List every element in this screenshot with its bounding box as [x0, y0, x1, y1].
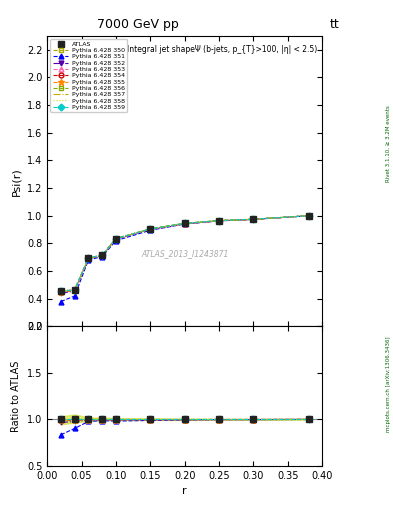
Text: ATLAS_2013_I1243871: ATLAS_2013_I1243871: [141, 249, 228, 258]
Y-axis label: Psi(r): Psi(r): [11, 167, 21, 196]
X-axis label: r: r: [182, 486, 187, 496]
Legend: ATLAS, Pythia 6.428 350, Pythia 6.428 351, Pythia 6.428 352, Pythia 6.428 353, P: ATLAS, Pythia 6.428 350, Pythia 6.428 35…: [50, 39, 127, 113]
Text: Rivet 3.1.10, ≥ 3.2M events: Rivet 3.1.10, ≥ 3.2M events: [386, 105, 391, 182]
Y-axis label: Ratio to ATLAS: Ratio to ATLAS: [11, 360, 21, 432]
Text: mcplots.cern.ch [arXiv:1306.3436]: mcplots.cern.ch [arXiv:1306.3436]: [386, 336, 391, 432]
Text: 7000 GeV pp: 7000 GeV pp: [97, 18, 178, 31]
Text: Integral jet shapeΨ (b-jets, p_{T}>100, |η| < 2.5): Integral jet shapeΨ (b-jets, p_{T}>100, …: [127, 45, 317, 54]
Text: tt: tt: [330, 18, 340, 31]
